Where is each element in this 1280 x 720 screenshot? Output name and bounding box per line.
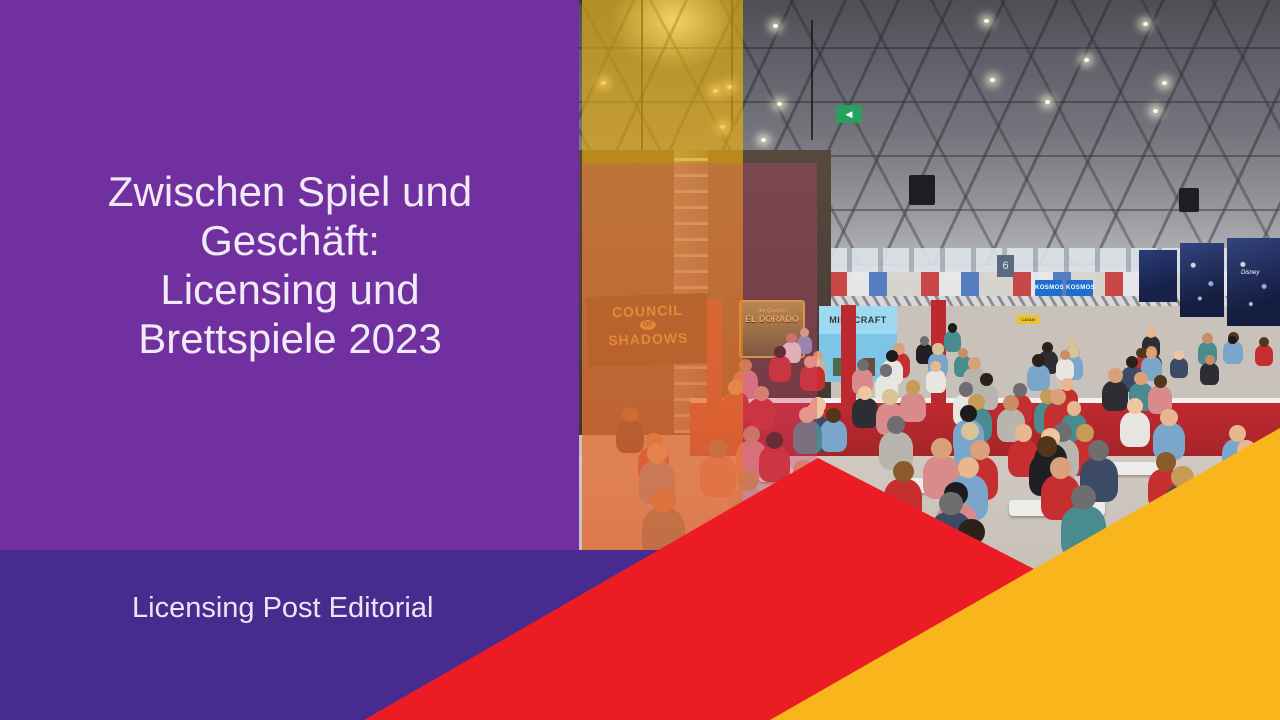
speaker-box [909, 175, 935, 205]
kosmos-sign: KOSMOS [1035, 280, 1064, 296]
disney-banner: Disney [1227, 238, 1280, 326]
hanging-cable [811, 20, 813, 140]
exit-sign-icon: ◀ [836, 105, 862, 123]
slide-footer: Licensing Post Editorial [132, 592, 434, 624]
slide-title: Zwischen Spiel und Geschäft: Licensing und… [107, 168, 473, 362]
hanging-banner [1180, 243, 1224, 317]
banner-text: The Quest for [741, 302, 803, 314]
speaker-box [1179, 188, 1199, 212]
disney-logo: Disney [1241, 270, 1260, 276]
pink-tint-overlay [582, 163, 817, 550]
kosmos-sign: KOSMOS [1066, 280, 1095, 296]
banner-text: EL DORADO [741, 314, 803, 324]
minecraft-banner: MINECRAFT [819, 306, 897, 334]
bottom-purple-band [0, 550, 700, 720]
hanging-banner [1139, 250, 1177, 302]
catan-sign: CATAN [1017, 315, 1039, 324]
hall-pillar-sign: 6 [997, 255, 1014, 277]
